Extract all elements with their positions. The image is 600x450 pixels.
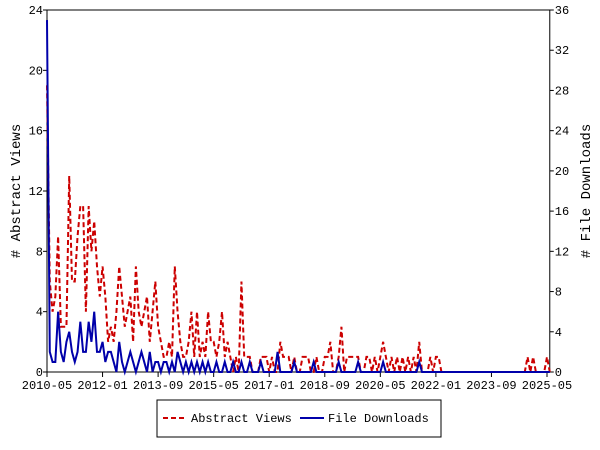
x-tick-label: 2022-01 (411, 379, 461, 393)
series-line (46, 20, 550, 376)
legend-box (156, 399, 442, 438)
y-tick-label: 24 (29, 4, 43, 18)
y2-tick-label: 4 (555, 326, 562, 340)
x-tick-label: 2020-05 (355, 379, 405, 393)
y2-tick-label: 24 (555, 125, 569, 139)
y2-tick-label: 32 (555, 44, 569, 58)
y2-tick-label: 36 (555, 4, 569, 18)
y2-tick-label: 12 (555, 245, 569, 259)
x-tick-label: 2017-01 (244, 379, 294, 393)
x-tick-label: 2025-05 (522, 379, 572, 393)
y2-tick-label: 28 (555, 84, 569, 98)
y-tick-label: 0 (36, 366, 43, 380)
y-tick-label: 8 (36, 245, 43, 259)
legend-label: Abstract Views (191, 412, 292, 426)
y-tick-label: 12 (29, 185, 43, 199)
legend-label: File Downloads (328, 412, 429, 426)
y2-tick-label: 16 (555, 205, 569, 219)
y2-tick-label: 8 (555, 286, 562, 300)
y-tick-label: 20 (29, 64, 43, 78)
plot-frame (46, 9, 551, 373)
x-tick-label: 2012-01 (77, 379, 127, 393)
y2-axis-title: # File Downloads (579, 124, 595, 258)
series-line (46, 85, 551, 373)
y-axis-title: # Abstract Views (9, 124, 25, 258)
y-tick-label: 16 (29, 125, 43, 139)
x-tick-label: 2015-05 (188, 379, 238, 393)
x-tick-label: 2018-09 (300, 379, 350, 393)
x-tick-label: 2013-09 (133, 379, 183, 393)
x-tick-label: 2010-05 (22, 379, 72, 393)
y2-tick-label: 20 (555, 165, 569, 179)
y-tick-label: 4 (36, 306, 43, 320)
y2-tick-label: 0 (555, 366, 562, 380)
x-tick-label: 2023-09 (466, 379, 516, 393)
